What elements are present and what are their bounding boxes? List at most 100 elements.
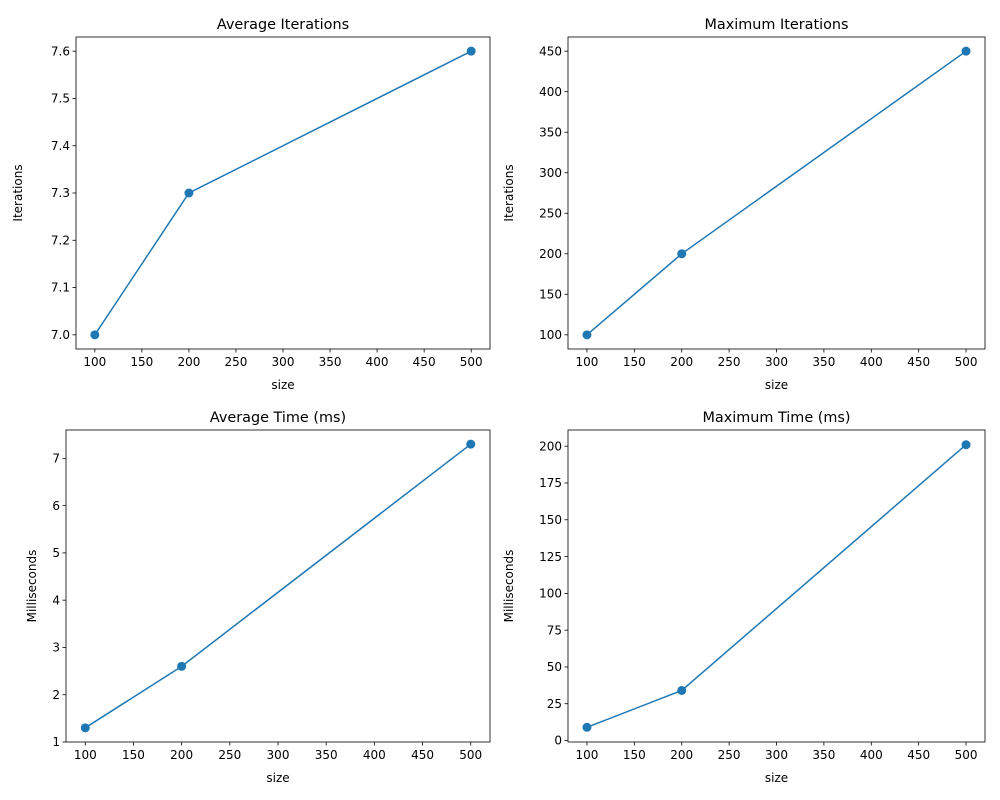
x-tick-label: 250 [218, 748, 241, 762]
chart-panel: Maximum Iterations 100 150 200 250 300 350 400 4… [502, 17, 986, 392]
x-tick-label: 200 [670, 355, 693, 369]
x-tick-label: 100 [74, 748, 97, 762]
plot-frame [65, 429, 491, 743]
y-tick-label: 25 [547, 697, 562, 711]
x-tick-label: 100 [576, 355, 599, 369]
chart-panel: Maximum Time (ms)100 150 200 250 300 350 400 45… [502, 410, 986, 785]
x-tick-label: 500 [459, 748, 482, 762]
chart-title: Average Iterations [217, 17, 349, 33]
x-axis-label: size [266, 771, 289, 785]
x-tick-label: 500 [460, 355, 483, 369]
x-tick-label: 300 [765, 748, 788, 762]
x-axis-label: size [271, 378, 294, 392]
x-tick-label: 250 [225, 355, 248, 369]
data-point [677, 249, 687, 259]
x-tick-label: 300 [267, 748, 290, 762]
x-tick-label: 400 [366, 355, 389, 369]
y-tick-label: 250 [539, 206, 562, 220]
plot-frame [75, 36, 491, 350]
x-axis-label: size [765, 378, 788, 392]
y-tick-label: 7.6 [51, 44, 70, 58]
y-tick-label: 7 [52, 452, 60, 466]
data-point [466, 46, 476, 56]
chart-title: Maximum Iterations [704, 17, 848, 33]
y-axis-label: Milliseconds [25, 550, 39, 623]
y-axis-label: Iterations [11, 164, 25, 221]
y-tick-label: 0 [554, 734, 562, 748]
data-point [582, 722, 592, 732]
x-tick-label: 150 [623, 748, 646, 762]
y-tick-label: 4 [52, 593, 60, 607]
y-tick-label: 350 [539, 125, 562, 139]
y-tick-label: 200 [539, 247, 562, 261]
x-tick-label: 300 [272, 355, 295, 369]
y-tick-label: 150 [539, 287, 562, 301]
x-tick-label: 150 [130, 355, 153, 369]
y-tick-label: 7.1 [51, 281, 70, 295]
chart-panel: Average Iterations 100 150 200 250 300 350 400 4… [11, 17, 491, 392]
y-tick-label: 175 [539, 476, 562, 490]
y-tick-label: 150 [539, 513, 562, 527]
x-tick-label: 300 [765, 355, 788, 369]
x-tick-label: 100 [83, 355, 106, 369]
y-tick-label: 75 [547, 623, 562, 637]
x-tick-label: 250 [718, 355, 741, 369]
y-tick-label: 7.0 [51, 328, 70, 342]
x-tick-label: 450 [411, 748, 434, 762]
x-tick-label: 450 [413, 355, 436, 369]
x-tick-label: 350 [315, 748, 338, 762]
x-tick-label: 150 [122, 748, 145, 762]
x-tick-label: 450 [907, 748, 930, 762]
plot-frame [567, 429, 986, 743]
x-tick-label: 350 [812, 355, 835, 369]
y-tick-label: 400 [539, 85, 562, 99]
y-tick-label: 300 [539, 166, 562, 180]
x-tick-label: 200 [177, 355, 200, 369]
data-point [677, 685, 687, 695]
x-tick-label: 200 [170, 748, 193, 762]
y-tick-label: 125 [539, 550, 562, 564]
data-point [177, 661, 187, 671]
chart-title: Maximum Time (ms) [702, 410, 850, 426]
y-tick-label: 200 [539, 439, 562, 453]
x-tick-label: 500 [955, 748, 978, 762]
data-point [80, 723, 90, 733]
x-tick-label: 200 [670, 748, 693, 762]
data-point [961, 440, 971, 450]
x-tick-label: 500 [955, 355, 978, 369]
y-tick-label: 100 [539, 587, 562, 601]
y-tick-label: 450 [539, 44, 562, 58]
x-axis-label: size [765, 771, 788, 785]
x-tick-label: 350 [812, 748, 835, 762]
chart-title: Average Time (ms) [210, 410, 346, 426]
y-axis-label: Milliseconds [502, 550, 516, 623]
x-tick-label: 450 [907, 355, 930, 369]
chart-panel: Average Time (ms)100 150 200 250 300 350 400 45… [25, 410, 491, 785]
y-tick-label: 7.5 [51, 92, 70, 106]
data-point [184, 188, 194, 198]
y-tick-label: 50 [547, 660, 562, 674]
y-tick-label: 3 [52, 641, 60, 655]
y-axis-label: Iterations [502, 164, 516, 221]
plot-frame [567, 36, 986, 350]
x-tick-label: 350 [319, 355, 342, 369]
data-point [466, 439, 476, 449]
data-point [961, 46, 971, 56]
x-tick-label: 400 [860, 355, 883, 369]
y-tick-label: 2 [52, 688, 60, 702]
y-tick-label: 7.3 [51, 186, 70, 200]
x-tick-label: 400 [860, 748, 883, 762]
y-tick-label: 7.4 [51, 139, 70, 153]
y-tick-label: 5 [52, 546, 60, 560]
y-tick-label: 6 [52, 499, 60, 513]
y-tick-label: 100 [539, 328, 562, 342]
x-tick-label: 100 [576, 748, 599, 762]
data-point [90, 330, 100, 340]
x-tick-label: 400 [363, 748, 386, 762]
y-tick-label: 7.2 [51, 233, 70, 247]
x-tick-label: 250 [718, 748, 741, 762]
x-tick-label: 150 [623, 355, 646, 369]
y-tick-label: 1 [52, 735, 60, 749]
